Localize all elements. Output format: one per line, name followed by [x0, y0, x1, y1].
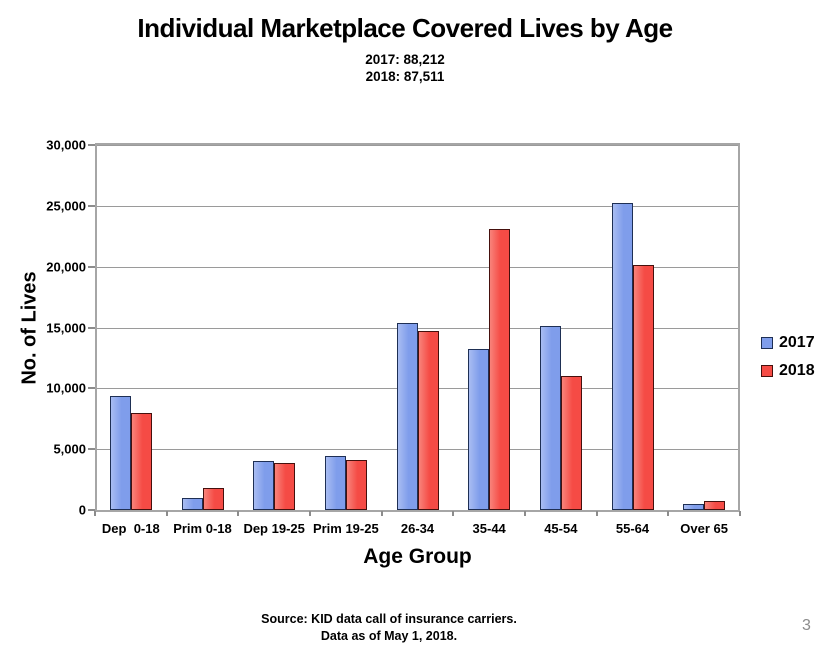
y-tick-label: 25,000 — [46, 198, 86, 214]
bar-2018-45-54 — [560, 375, 582, 510]
page-number: 3 — [802, 617, 811, 634]
y-tick-mark — [88, 144, 95, 146]
bar-2017-dep-19-25 — [253, 460, 275, 510]
legend-label-2017: 2017 — [779, 334, 815, 351]
x-tick-mark — [165, 511, 168, 516]
x-tick-label-26-34: 26-34 — [400, 521, 435, 536]
y-tick-mark — [88, 265, 95, 268]
gridline — [97, 205, 738, 207]
x-tick-label-45-54: 45-54 — [544, 521, 578, 536]
bar-2017-55-64 — [611, 203, 633, 510]
y-tick-label: 30,000 — [46, 137, 86, 153]
y-tick-mark — [88, 204, 95, 207]
gridline — [97, 327, 738, 329]
bar-2017-35-44 — [468, 349, 490, 510]
bar-2017-45-54 — [539, 325, 561, 510]
x-tick-mark — [595, 511, 598, 516]
gridline — [97, 145, 738, 146]
x-tick-label-dep-19-25: Dep 19-25 — [243, 521, 305, 536]
x-tick-mark — [380, 511, 383, 516]
bar-2017-dep-0-18 — [109, 395, 131, 510]
y-tick-mark — [88, 387, 95, 390]
bar-2017-over-65 — [683, 503, 705, 510]
data-as-of-line: Data as of May 1, 2018. — [320, 629, 458, 643]
x-tick-mark — [524, 511, 526, 516]
y-tick-label: 15,000 — [46, 320, 86, 335]
y-tick-label: 0 — [78, 502, 86, 518]
x-tick-mark — [667, 511, 670, 516]
bar-2018-dep-0-18 — [130, 412, 152, 510]
y-tick-mark — [88, 326, 95, 329]
x-axis-title: Age Group — [363, 545, 472, 568]
x-tick-label-55-64: 55-64 — [615, 521, 650, 536]
legend-label-2018: 2018 — [779, 362, 815, 379]
y-tick-mark — [88, 509, 95, 511]
x-tick-label-over-65: Over 65 — [680, 521, 728, 536]
x-tick-mark — [309, 511, 311, 516]
bar-2017-26-34 — [396, 322, 418, 510]
bar-2018-dep-19-25 — [274, 462, 296, 510]
source-line: Source: KID data call of insurance carri… — [261, 612, 517, 626]
subtitle-total-2017: 2017: 88,212 — [365, 52, 445, 67]
plot-area — [95, 143, 740, 512]
y-tick-label: 10,000 — [46, 380, 86, 396]
x-tick-mark — [237, 511, 240, 516]
y-tick-label: 20,000 — [46, 259, 86, 275]
chart-subtitle: 2017: 88,212 2018: 87,511 — [0, 51, 810, 85]
bar-2018-over-65 — [704, 500, 726, 510]
bar-2018-prim-0-18 — [202, 488, 224, 510]
x-tick-label-prim-0-18: Prim 0-18 — [173, 521, 232, 536]
subtitle-total-2018: 2018: 87,511 — [365, 69, 445, 84]
x-tick-label-prim-19-25: Prim 19-25 — [312, 521, 379, 536]
chart-title: Individual Marketplace Covered Lives by … — [137, 13, 673, 43]
bar-2018-55-64 — [632, 265, 654, 510]
legend-swatch-2018 — [761, 365, 773, 377]
bar-2017-prim-0-18 — [181, 498, 203, 510]
legend: 2017 2018 — [761, 334, 815, 380]
legend-swatch-2017 — [761, 337, 773, 349]
y-tick-mark — [88, 448, 95, 451]
bar-2018-26-34 — [417, 331, 439, 510]
y-tick-label: 5,000 — [53, 441, 86, 457]
x-tick-mark — [739, 511, 741, 516]
bar-2018-prim-19-25 — [345, 459, 367, 510]
legend-item-2018: 2018 — [761, 362, 815, 380]
x-tick-label-dep-0-18: Dep 0-18 — [101, 521, 160, 536]
gridline — [97, 266, 738, 268]
legend-item-2017: 2017 — [761, 334, 815, 352]
bar-2017-prim-19-25 — [324, 456, 346, 510]
x-tick-mark — [452, 511, 455, 516]
source-note: Source: KID data call of insurance carri… — [0, 611, 778, 645]
x-tick-label-35-44: 35-44 — [472, 521, 506, 536]
x-tick-mark — [94, 511, 96, 516]
bar-2018-35-44 — [489, 228, 511, 510]
